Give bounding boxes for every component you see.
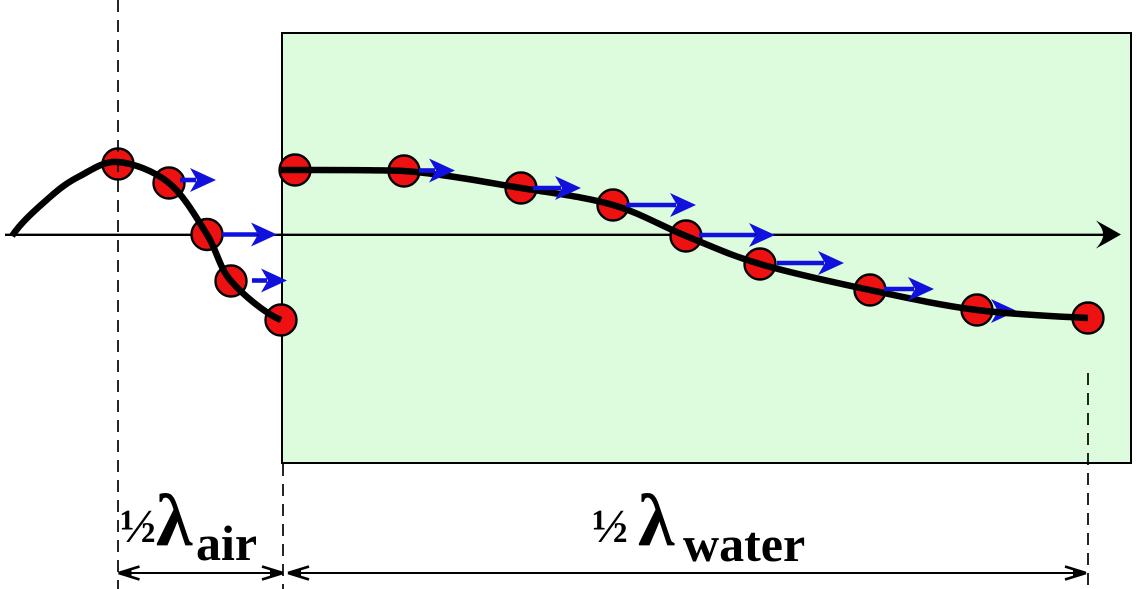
svg-text:λ: λ: [638, 480, 675, 562]
svg-text:water: water: [683, 516, 805, 572]
svg-text:½: ½: [120, 500, 156, 553]
svg-text:air: air: [196, 515, 257, 571]
svg-text:λ: λ: [156, 480, 193, 562]
svg-text:½: ½: [592, 500, 628, 553]
